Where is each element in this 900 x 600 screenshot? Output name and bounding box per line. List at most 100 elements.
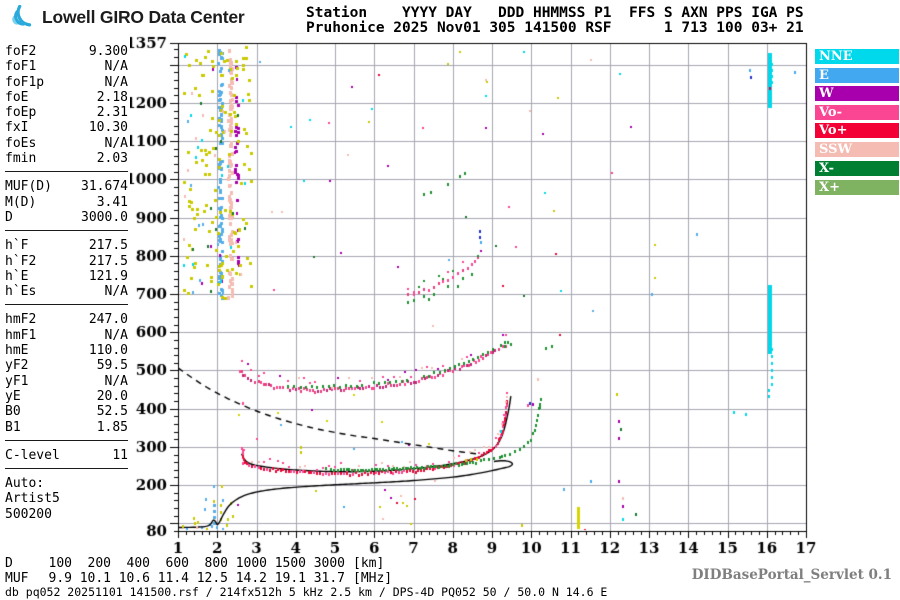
station-header: Station YYYY DAY DDD HHMMSS P1 FFS S AXN…: [306, 6, 804, 36]
legend-item-x: X+: [815, 179, 899, 195]
param-row: MUF(D) 31.674: [5, 179, 128, 194]
param-label: fmin: [5, 151, 37, 167]
param-value: N/A: [104, 284, 128, 300]
distance-value: 200: [87, 556, 111, 571]
file-info-line: db pq052 20251101 141500.rsf / 214fx512h…: [5, 585, 608, 599]
param-value: N/A: [104, 373, 128, 389]
param-row: B1 1.85: [5, 420, 128, 435]
param-row: fxI 10.30: [5, 120, 128, 135]
legend-item-e: E: [815, 67, 899, 83]
logo: Lowell GIRO Data Center: [8, 5, 245, 29]
muf-row: MUF 9.9 10.1 10.6 11.4 12.5 14.2 19.1 31.7 [MHz]: [5, 571, 392, 586]
row-label: D: [5, 556, 13, 571]
param-row: D 3000.0: [5, 210, 128, 225]
param-label: hmF1: [5, 327, 37, 343]
muf-value: 9.9: [48, 571, 72, 586]
param-row: yF2 59.5: [5, 358, 128, 373]
param-row: hmE 110.0: [5, 343, 128, 358]
param-value: 31.674: [81, 179, 128, 195]
param-row: hmF1 N/A: [5, 328, 128, 343]
distance-value: 100: [48, 556, 72, 571]
param-row: foEp 2.31: [5, 105, 128, 120]
autoscaling-block: Auto: Artist5 500200: [5, 469, 128, 522]
distance-value: 1000: [235, 556, 267, 571]
param-row: foEs N/A: [5, 136, 128, 151]
param-value: 2.18: [96, 89, 128, 105]
param-label: yE: [5, 388, 21, 404]
param-value: 217.5: [88, 253, 128, 269]
header-values-line: Pruhonice 2025 Nov01 305 141500 RSF 1 71…: [306, 20, 804, 36]
param-label: h`E: [5, 268, 29, 284]
param-label: foE: [5, 89, 29, 105]
param-value: N/A: [104, 74, 128, 90]
param-row: foE 2.18: [5, 90, 128, 105]
giro-logo-icon: [12, 5, 32, 27]
autoscaling-line: Auto:: [5, 476, 45, 492]
parameter-panel: foF2 9.300 foF1 N/A foF1p N/A foE 2.18 foEp 2.31 f…: [5, 44, 128, 522]
param-value: 9.300: [88, 44, 128, 59]
param-label: M(D): [5, 194, 37, 210]
muf-value: 19.1: [274, 571, 306, 586]
param-label: h`Es: [5, 284, 37, 300]
row-unit: [km]: [353, 556, 385, 571]
param-label: yF2: [5, 358, 29, 374]
distance-row: D 100 200 400 600 800 1000 1500 3000 [km]: [5, 556, 384, 571]
muf-value: 10.1: [79, 571, 111, 586]
param-row: h`E 121.9: [5, 269, 128, 284]
param-label: h`F2: [5, 253, 37, 269]
muf-value: 31.7: [313, 571, 345, 586]
param-label: B1: [5, 419, 21, 435]
autoscaling-line: Artist5: [5, 491, 60, 507]
param-group: h`F 217.5 h`F2 217.5 h`E 121.9 h`Es N/A: [5, 231, 128, 306]
distance-value: 600: [165, 556, 189, 571]
param-value: 52.5: [96, 404, 128, 420]
param-value: 1.85: [96, 419, 128, 435]
param-label: foF1: [5, 59, 37, 75]
param-value: 20.0: [96, 388, 128, 404]
legend-item-vo: Vo-: [815, 104, 899, 120]
param-label: C-level: [5, 447, 60, 463]
header-columns-line: Station YYYY DAY DDD HHMMSS P1 FFS S AXN…: [306, 5, 804, 21]
legend-item-ssw: SSW: [815, 141, 899, 157]
distance-value: 400: [126, 556, 150, 571]
legend-item-nne: NNE: [815, 49, 899, 64]
param-value: 3000.0: [81, 209, 128, 225]
param-label: MUF(D): [5, 179, 52, 195]
param-row: B0 52.5: [5, 404, 128, 419]
param-label: foEp: [5, 105, 37, 121]
param-value: 10.30: [88, 120, 128, 136]
param-value: 217.5: [88, 238, 128, 254]
param-group: hmF2 247.0 hmF1 N/A hmE 110.0 yF2 59.5 yF1 N/A yE 2…: [5, 305, 128, 441]
param-value: N/A: [104, 327, 128, 343]
param-row: yE 20.0: [5, 389, 128, 404]
param-label: hmE: [5, 343, 29, 359]
autoscaling-line: 500200: [5, 506, 52, 522]
distance-value: 800: [204, 556, 228, 571]
param-value: 110.0: [88, 343, 128, 359]
param-row: h`Es N/A: [5, 284, 128, 299]
param-row: M(D) 3.41: [5, 195, 128, 210]
param-row: h`F2 217.5: [5, 254, 128, 269]
muf-value: 10.6: [118, 571, 150, 586]
ionogram-plot: [130, 36, 820, 556]
param-value: 247.0: [88, 312, 128, 328]
muf-value: 12.5: [196, 571, 228, 586]
param-label: yF1: [5, 373, 29, 389]
muf-value: 14.2: [235, 571, 267, 586]
param-label: fxI: [5, 120, 29, 136]
param-row: foF1 N/A: [5, 59, 128, 74]
param-label: hmF2: [5, 312, 37, 328]
distance-value: 1500: [274, 556, 306, 571]
row-unit: [MHz]: [353, 571, 393, 586]
echo-direction-legend: NNE E W Vo- Vo+ SSW X- X+: [815, 49, 899, 198]
param-label: h`F: [5, 238, 29, 254]
row-label: MUF: [5, 571, 29, 586]
servlet-version-label: DIDBasePortal_Servlet 0.1: [691, 567, 892, 583]
param-value: 2.31: [96, 105, 128, 121]
param-value: 3.41: [96, 194, 128, 210]
param-value: N/A: [104, 135, 128, 151]
legend-item-vo: Vo+: [815, 123, 899, 139]
param-label: foF2: [5, 44, 37, 59]
param-value: N/A: [104, 59, 128, 75]
legend-item-x: X-: [815, 160, 899, 176]
